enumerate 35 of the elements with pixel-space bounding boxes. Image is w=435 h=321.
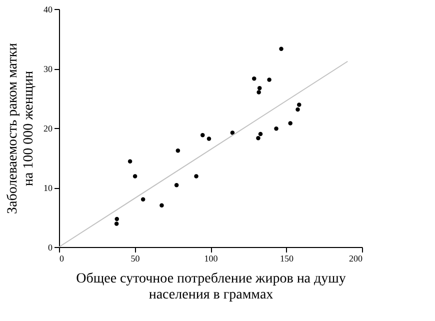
point [132, 174, 138, 178]
point [128, 159, 132, 164]
point [296, 107, 300, 112]
point [274, 126, 278, 131]
point [252, 76, 256, 81]
point [174, 183, 179, 188]
y-axis-title: Заболеваемость раком матки на 100 000 женщин [6, 42, 36, 214]
point [114, 222, 119, 226]
point [279, 46, 284, 51]
point [194, 174, 198, 178]
point [206, 136, 212, 141]
point [160, 203, 164, 208]
y-tick-label: 0 [48, 242, 53, 252]
point [256, 90, 261, 94]
x-axis-title: Общее суточное потребление жиров на душу населения в граммах [76, 272, 346, 302]
x-tick-label: 200 [349, 254, 363, 264]
point [176, 148, 180, 153]
point [114, 216, 119, 222]
point [140, 197, 146, 202]
point [230, 130, 235, 135]
y-tick-label: 10 [44, 183, 53, 193]
x-tick-label: 150 [280, 254, 294, 264]
y-tick-label: 30 [44, 64, 53, 74]
x-tick-label: 0 [60, 254, 64, 264]
x-tick-label: 100 [204, 254, 218, 264]
point [267, 78, 272, 82]
point [288, 121, 292, 126]
point [257, 86, 262, 90]
point [297, 102, 302, 107]
y-tick-label: 40 [44, 4, 53, 14]
point [256, 136, 260, 140]
x-tick-label: 50 [130, 254, 140, 264]
y-tick-label: 20 [44, 124, 53, 134]
point [258, 132, 263, 136]
point [200, 133, 205, 138]
